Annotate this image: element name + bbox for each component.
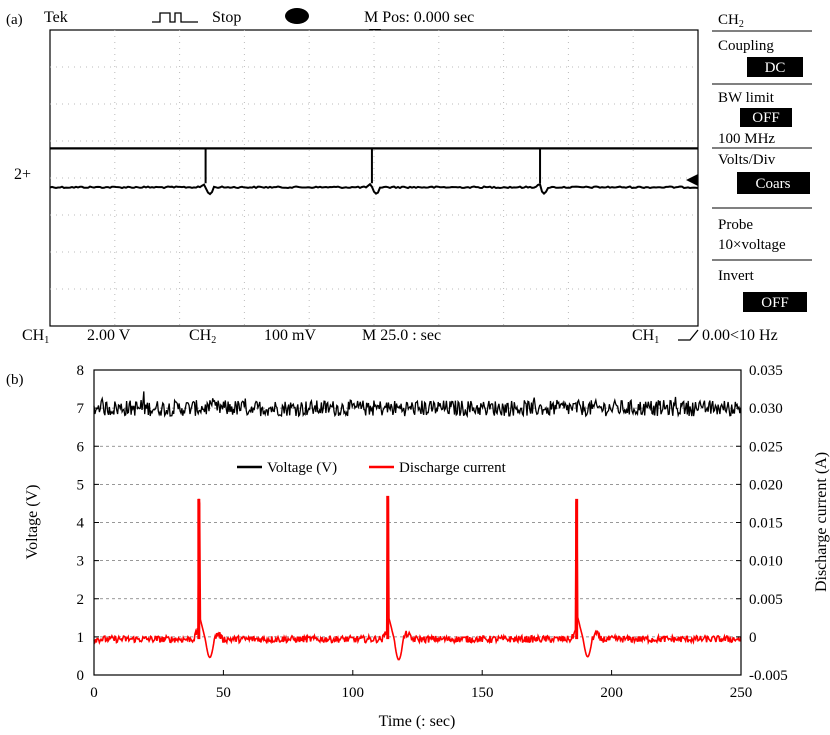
volts-div-value-box[interactable] bbox=[737, 172, 810, 194]
panel-a: (a) Tek Stop M Pos: 0.000 sec 2+ CH1 2.0… bbox=[6, 8, 812, 346]
y2-tick-label: 0.020 bbox=[749, 477, 783, 493]
y2-tick-label: 0.015 bbox=[749, 516, 783, 532]
bw-limit-value: OFF bbox=[752, 110, 780, 126]
timebase-readout: M 25.0 : sec bbox=[362, 327, 441, 344]
coupling-value-box[interactable] bbox=[747, 57, 803, 77]
trigger-slope-icon bbox=[678, 329, 699, 341]
panel-b-label: (b) bbox=[6, 372, 24, 388]
y2-tick-label: -0.005 bbox=[749, 668, 788, 684]
y-tick-label: 5 bbox=[77, 477, 85, 493]
scope-ch2-trace bbox=[49, 182, 699, 196]
run-state: Stop bbox=[212, 9, 241, 26]
coupling-value: DC bbox=[765, 60, 786, 76]
x-tick-label: 50 bbox=[216, 685, 231, 701]
volts-div-value: Coars bbox=[756, 176, 791, 192]
x-tick-label: 200 bbox=[600, 685, 623, 701]
ch2-label: CH2 bbox=[189, 327, 216, 346]
y2-tick-label: 0.005 bbox=[749, 592, 783, 608]
y2-tick-label: 0.025 bbox=[749, 439, 783, 455]
y-tick-label: 1 bbox=[77, 630, 85, 646]
horizontal-position: M Pos: 0.000 sec bbox=[364, 9, 474, 26]
trigger-pulse-icon bbox=[152, 12, 198, 23]
x-tick-label: 100 bbox=[342, 685, 365, 701]
chart-series bbox=[93, 391, 742, 661]
scope-traces bbox=[49, 147, 699, 196]
y-tick-label: 4 bbox=[77, 516, 85, 532]
y2-tick-label: 0.035 bbox=[749, 363, 783, 379]
trigger-source-label: CH1 bbox=[632, 327, 659, 346]
series-voltage-line bbox=[93, 391, 742, 419]
invert-value: OFF bbox=[761, 295, 789, 311]
probe-value: 10×voltage bbox=[718, 237, 786, 253]
x-tick-label: 0 bbox=[90, 685, 98, 701]
y-tick-label: 8 bbox=[77, 363, 85, 379]
invert-value-box[interactable] bbox=[743, 292, 807, 312]
y-axis-title: Voltage (V) bbox=[24, 485, 41, 560]
trigger-level-marker-icon bbox=[686, 174, 698, 186]
ch2-scale: 100 mV bbox=[264, 327, 316, 344]
scope-graticule bbox=[50, 30, 698, 326]
y-tick-label: 7 bbox=[77, 401, 85, 417]
y2-tick-label: 0.030 bbox=[749, 401, 783, 417]
bw-limit-label: BW limit bbox=[718, 90, 775, 106]
y2-axis-title: Discharge current (A) bbox=[813, 452, 830, 592]
volts-div-label: Volts/Div bbox=[718, 152, 776, 168]
y2-tick-label: 0 bbox=[749, 630, 757, 646]
y-tick-label: 3 bbox=[77, 554, 85, 570]
trigger-frequency: 0.00<10 Hz bbox=[702, 327, 778, 344]
probe-label: Probe bbox=[718, 217, 753, 233]
channel-menu: CH2 Coupling DC BW limit OFF 100 MHz Vol… bbox=[712, 12, 812, 312]
legend: Voltage (V) Discharge current bbox=[237, 460, 507, 476]
coupling-label: Coupling bbox=[718, 38, 774, 54]
y-tick-label: 6 bbox=[77, 439, 85, 455]
scope-brand: Tek bbox=[44, 9, 68, 26]
invert-label: Invert bbox=[718, 268, 755, 284]
y-tick-label: 2 bbox=[77, 592, 85, 608]
chart-grid bbox=[94, 407, 741, 638]
panel-a-label: (a) bbox=[6, 12, 23, 28]
menu-title: CH2 bbox=[718, 12, 744, 30]
chart-ticks: 0 1 2 3 4 5 6 7 8 -0.005 0 0.005 0.010 0.015 0.020 0.02… bbox=[77, 363, 788, 701]
ch1-scale: 2.00 V bbox=[87, 327, 131, 344]
panel-b: (b) 0 1 2 3 4 5 6 7 8 -0.005 0 0.005 0.010 0.015 0.020… bbox=[6, 363, 830, 730]
bw-limit-value-box[interactable] bbox=[740, 108, 792, 127]
y2-tick-label: 0.010 bbox=[749, 554, 783, 570]
ch1-label: CH1 bbox=[22, 327, 49, 346]
channel-ground-marker: 2+ bbox=[14, 166, 31, 183]
bw-limit-frequency: 100 MHz bbox=[718, 131, 775, 147]
x-axis-title: Time (: sec) bbox=[379, 713, 456, 730]
x-tick-label: 150 bbox=[471, 685, 494, 701]
y-tick-label: 0 bbox=[77, 668, 85, 684]
legend-voltage-label: Voltage (V) bbox=[267, 460, 337, 476]
series-current-line bbox=[93, 496, 742, 661]
acquisition-indicator-icon bbox=[285, 8, 309, 24]
x-tick-label: 250 bbox=[730, 685, 753, 701]
legend-current-label: Discharge current bbox=[399, 460, 507, 476]
